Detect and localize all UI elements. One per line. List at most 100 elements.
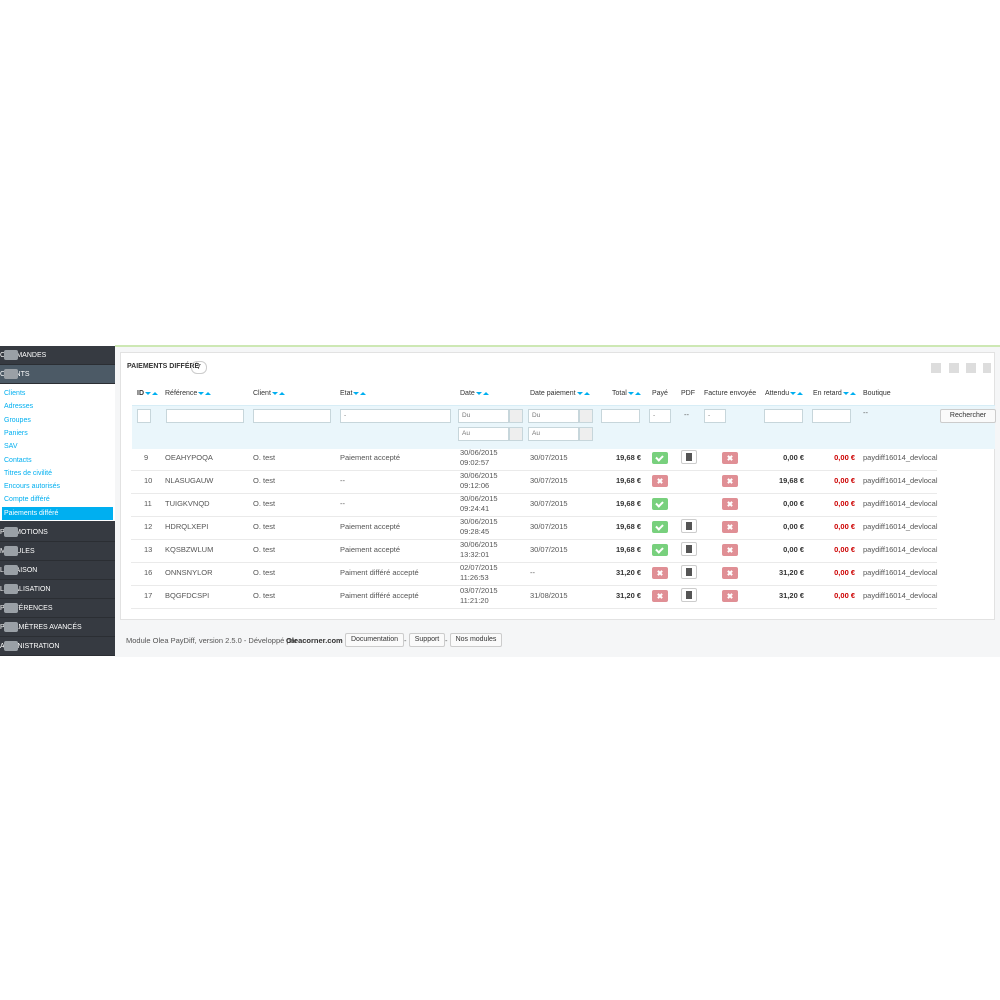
calendar-button[interactable] (579, 409, 593, 423)
filter-date[interactable]: Du (458, 409, 509, 423)
menu-item[interactable]: CLIENTS (0, 365, 115, 384)
table-row[interactable] (131, 585, 937, 609)
sort-desc[interactable] (627, 391, 634, 395)
column-header[interactable]: Etat (340, 390, 367, 397)
paid-icon[interactable] (652, 521, 668, 533)
facture-icon[interactable] (722, 590, 738, 602)
submenu-item[interactable]: Titres de civilité (4, 469, 52, 477)
pdf-button[interactable] (681, 588, 697, 602)
sort-desc[interactable] (145, 391, 151, 395)
refresh-icon[interactable] (949, 363, 959, 373)
filter-total[interactable] (601, 409, 640, 423)
pdf-button[interactable] (681, 450, 697, 464)
filter-id[interactable] (137, 409, 151, 423)
paid-icon[interactable] (652, 544, 668, 556)
footer-button[interactable]: Nos modules (450, 633, 502, 647)
footer-button[interactable]: Support (409, 633, 445, 647)
filter-date[interactable]: Au (528, 427, 579, 441)
submenu-item[interactable]: Encours autorisés (4, 483, 61, 491)
submenu-item[interactable]: Adresses (4, 403, 34, 411)
facture-icon[interactable] (722, 498, 738, 510)
sql-icon[interactable] (966, 363, 976, 373)
sort-desc[interactable] (790, 391, 797, 395)
paid-icon[interactable] (652, 475, 668, 487)
column-header[interactable]: En retard (813, 390, 856, 397)
facture-icon[interactable] (722, 521, 738, 533)
facture-icon[interactable] (722, 544, 738, 556)
facture-icon[interactable] (722, 567, 738, 579)
menu-item[interactable]: LOCALISATION (0, 580, 115, 599)
sort-asc[interactable] (849, 391, 856, 395)
sort-desc[interactable] (576, 391, 583, 395)
menu-item[interactable]: PRÉFÉRENCES (0, 599, 115, 618)
table-row[interactable] (131, 447, 937, 471)
menu-item[interactable]: LIVRAISON (0, 561, 115, 580)
menu-item[interactable]: MODULES (0, 542, 115, 561)
submenu-item[interactable]: Paiements différé (2, 506, 113, 520)
table-row[interactable] (131, 470, 937, 494)
calendar-button[interactable] (509, 427, 523, 441)
sort-desc[interactable] (271, 391, 278, 395)
calendar-button[interactable] (509, 409, 523, 423)
sort-asc[interactable] (482, 391, 489, 395)
submenu-item[interactable]: SAV (4, 443, 18, 451)
filter-reference[interactable] (166, 409, 244, 423)
filter-client[interactable] (253, 409, 331, 423)
sort-asc[interactable] (278, 391, 285, 395)
submenu-item[interactable]: Groupes (4, 416, 31, 424)
sort-asc[interactable] (634, 391, 641, 395)
calendar-button[interactable] (579, 427, 593, 441)
footer-button[interactable]: Documentation (345, 633, 404, 647)
column-header[interactable]: ID (137, 390, 158, 397)
menu-item[interactable]: COMMANDES (0, 346, 115, 365)
paid-icon[interactable] (652, 590, 668, 602)
filter-etat[interactable]: - (340, 409, 451, 423)
paid-icon[interactable] (652, 498, 668, 510)
column-header[interactable]: Total (612, 390, 641, 397)
paid-icon[interactable] (652, 567, 668, 579)
sort-asc[interactable] (583, 391, 590, 395)
sort-desc[interactable] (475, 391, 482, 395)
submenu-item[interactable]: Compte différé (4, 496, 50, 504)
filter-facture[interactable]: - (704, 409, 726, 423)
sort-asc[interactable] (797, 391, 804, 395)
column-header[interactable]: Client (253, 390, 285, 397)
facture-icon[interactable] (722, 475, 738, 487)
submenu-item[interactable]: Clients (4, 390, 26, 397)
pdf-button[interactable] (681, 542, 697, 556)
column-header[interactable]: Date (460, 390, 489, 397)
table-row[interactable] (131, 539, 937, 563)
menu-item[interactable]: ADMINISTRATION (0, 637, 115, 656)
sort-asc[interactable] (152, 391, 158, 395)
column-header[interactable]: Référence (165, 390, 212, 397)
filter-retard[interactable] (812, 409, 851, 423)
pdf-button[interactable] (681, 565, 697, 579)
sort-asc[interactable] (205, 391, 212, 395)
filter-paid[interactable]: - (649, 409, 671, 423)
table-row[interactable] (131, 493, 937, 517)
menu-item[interactable]: PARAMÈTRES AVANCÉS (0, 618, 115, 637)
table-row[interactable] (131, 516, 937, 540)
submenu-item[interactable]: Contacts (4, 456, 32, 464)
sort-desc[interactable] (198, 391, 205, 395)
facture-icon[interactable] (722, 452, 738, 464)
pdf-button[interactable] (681, 519, 697, 533)
paid-icon[interactable] (652, 452, 668, 464)
filter-date[interactable]: Au (458, 427, 509, 441)
sort-desc[interactable] (353, 391, 360, 395)
footer-text: Module Olea PayDiff, version 2.5.0 - Dév… (126, 636, 298, 645)
submenu-item[interactable]: Paniers (4, 429, 28, 437)
sort-asc[interactable] (360, 391, 367, 395)
column-header[interactable]: Attendu (765, 390, 804, 397)
delete-icon[interactable] (983, 363, 991, 373)
footer-link[interactable]: Oleacorner.com (286, 636, 343, 645)
search-button[interactable]: Rechercher (940, 409, 996, 423)
column-label: PDF (681, 390, 695, 397)
menu-item[interactable]: PROMOTIONS (0, 523, 115, 542)
filter-attendu[interactable] (764, 409, 803, 423)
add-icon[interactable] (931, 363, 941, 373)
filter-date[interactable]: Du (528, 409, 579, 423)
sort-desc[interactable] (842, 391, 849, 395)
table-row[interactable] (131, 562, 937, 586)
column-header[interactable]: Date paiement (530, 390, 590, 397)
